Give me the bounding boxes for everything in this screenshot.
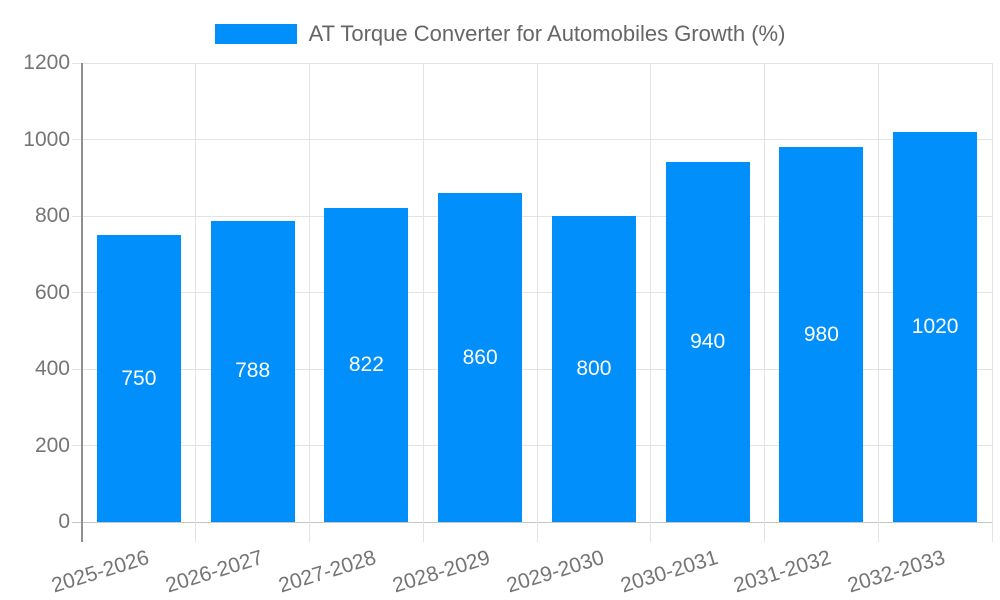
gridline-horizontal (72, 521, 992, 523)
gridline-vertical (877, 63, 879, 542)
bar-2032-2033[interactable] (893, 131, 978, 522)
bar-value-label: 940 (690, 330, 726, 354)
gridline-vertical (991, 63, 993, 542)
bar-2025-2026[interactable] (96, 235, 181, 522)
bar-2026-2027[interactable] (210, 220, 295, 522)
y-axis-line (80, 63, 83, 542)
bar-value-label: 860 (462, 345, 498, 369)
bar-2027-2028[interactable] (324, 207, 409, 522)
bar-value-label: 750 (121, 366, 157, 390)
bar-value-label: 1020 (911, 314, 959, 338)
plot-area: 750 788 822 860 800 940 980 1020 (72, 62, 993, 542)
gridline-vertical (195, 63, 197, 542)
y-axis-tick-label: 200 (34, 433, 70, 457)
gridline-horizontal (72, 368, 992, 370)
bar-2030-2031[interactable] (665, 162, 750, 522)
legend-label: AT Torque Converter for Automobiles Grow… (308, 21, 786, 46)
gridline-horizontal (72, 292, 992, 293)
legend-swatch (214, 24, 297, 44)
bar-value-label: 788 (235, 359, 271, 383)
bar-value-label: 980 (803, 322, 839, 346)
gridline-horizontal (72, 445, 992, 446)
y-axis-tick-label: 1000 (23, 127, 70, 151)
gridline-vertical (422, 63, 424, 542)
gridline-horizontal (72, 139, 992, 140)
y-axis-tick-label: 1200 (23, 51, 70, 74)
legend[interactable]: AT Torque Converter for Automobiles Grow… (0, 21, 1000, 47)
gridline-horizontal (72, 215, 992, 217)
bar-value-label: 822 (348, 352, 384, 376)
gridline-vertical (309, 63, 310, 542)
y-axis-tick-label: 600 (34, 280, 70, 304)
gridline-vertical (536, 63, 538, 542)
y-axis-tick-label: 400 (34, 357, 70, 380)
gridline-horizontal (72, 62, 992, 64)
bar-2029-2030[interactable] (551, 216, 636, 522)
y-axis-tick-label: 0 (58, 510, 70, 533)
gridline-vertical (764, 63, 765, 542)
bar-value-label: 800 (576, 357, 612, 380)
y-axis-tick-label: 800 (34, 204, 70, 227)
gridline-vertical (650, 63, 652, 542)
bar-2028-2029[interactable] (438, 193, 523, 522)
bar-2031-2032[interactable] (779, 147, 864, 522)
